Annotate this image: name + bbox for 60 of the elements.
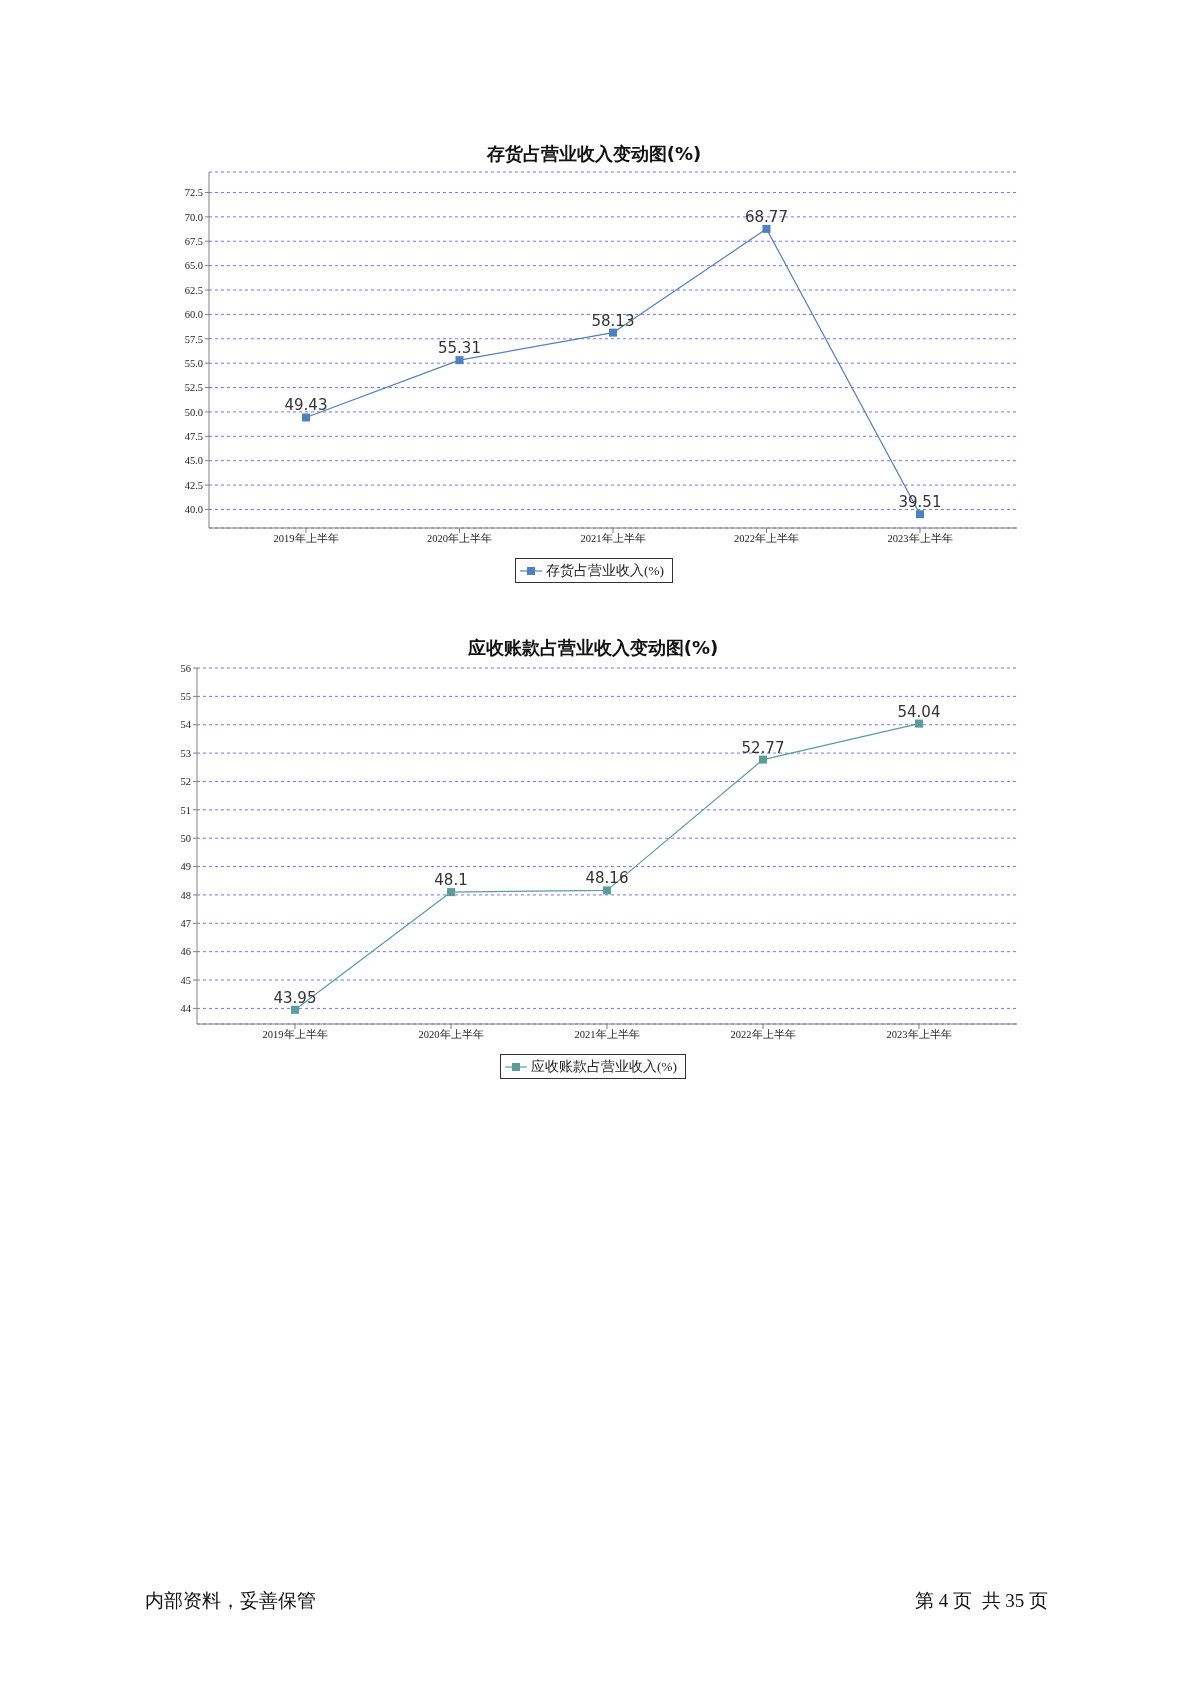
y-tick-label: 52.5 [184,382,203,394]
data-label: 48.1 [434,871,468,890]
point [291,1005,299,1014]
chart-title: 存货占营业收入变动图(%) [485,142,703,166]
point [302,413,310,422]
x-tick-label: 2019年上半年 [273,532,339,545]
y-tick-label: 47 [180,918,191,930]
data-label: 54.04 [897,702,941,721]
y-tick-label: 52 [180,776,191,788]
y-tick-label: 62.5 [184,284,203,296]
x-tick-label: 2020年上半年 [427,532,492,545]
y-tick-label: 51 [180,804,191,816]
y-tick-label: 67.5 [184,235,203,247]
y-tick-label: 48 [180,889,191,901]
x-tick-label: 2022年上半年 [734,532,799,545]
y-tick-label: 55 [180,691,191,703]
y-tick-label: 40.0 [184,504,203,516]
x-tick-label: 2021年上半年 [574,1028,640,1041]
y-tick-label: 65.0 [184,260,203,272]
point [762,224,771,233]
point [609,328,617,337]
y-tick-label: 49 [180,861,191,873]
x-tick-label: 2022年上半年 [730,1028,796,1041]
point [447,888,455,897]
y-tick-label: 45.0 [184,455,203,467]
data-label: 68.77 [745,207,788,226]
y-tick-label: 72.5 [184,187,203,199]
point [455,356,464,365]
point [603,886,611,895]
x-tick-label: 2019年上半年 [262,1028,328,1041]
y-tick-label: 56 [180,662,191,674]
data-label: 58.13 [591,311,635,330]
point [915,719,923,728]
y-tick-label: 50 [180,832,191,844]
point [759,755,767,764]
y-tick-label: 70.0 [184,211,203,223]
y-tick-label: 53 [180,747,191,759]
y-tick-label: 57.5 [184,333,203,345]
y-tick-label: 44 [180,1003,192,1015]
legend-label: 应收账款占营业收入(%) [530,1057,678,1076]
y-tick-label: 50.0 [184,406,203,418]
y-tick-label: 54 [180,719,192,731]
data-label: 49.43 [284,396,328,415]
point [916,510,924,519]
text: 内部资料，妥善保管 [145,1589,316,1613]
y-tick-label: 45 [180,974,191,986]
legend-label: 存货占营业收入(%) [545,561,665,580]
y-tick-label: 46 [180,946,191,958]
data-label: 55.31 [438,339,481,358]
y-tick-label: 60.0 [184,309,203,321]
y-tick-label: 47.5 [184,431,203,443]
x-tick-label: 2020年上半年 [418,1028,484,1041]
x-tick-label: 2021年上半年 [580,532,646,545]
y-tick-label: 42.5 [184,479,203,491]
chart-title: 应收账款占营业收入变动图(%) [466,636,720,660]
y-tick-label: 55.0 [184,357,203,369]
x-tick-label: 2023年上半年 [886,1028,952,1041]
text: 第 4 页 共 35 页 [914,1589,1048,1613]
x-tick-label: 2023年上半年 [887,532,953,545]
data-label: 52.77 [741,738,785,757]
